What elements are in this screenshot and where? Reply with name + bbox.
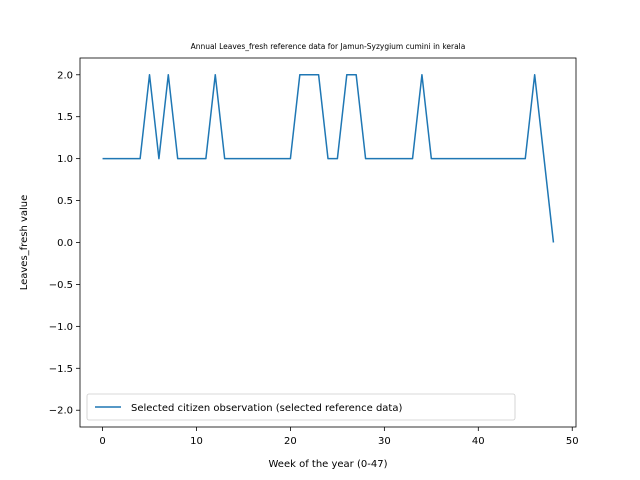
y-axis-ticks: −2.0 −1.5 −1.0 −0.5 0.0 0.5 1.0 1.5 2.0 <box>49 70 80 417</box>
x-axis-label: Week of the year (0-47) <box>269 459 388 470</box>
y-tick-label: −1.0 <box>49 322 73 333</box>
y-tick-label: 1.0 <box>57 154 73 165</box>
y-tick-label: 1.5 <box>57 112 73 123</box>
x-tick-label: 50 <box>566 436 579 447</box>
y-tick-label: 2.0 <box>57 70 73 81</box>
x-tick-label: 30 <box>378 436 391 447</box>
chart-title: Annual Leaves_fresh reference data for J… <box>191 42 466 51</box>
x-tick-label: 20 <box>284 436 297 447</box>
plot-frame <box>79 57 577 428</box>
x-axis-ticks: 0 10 20 30 40 50 <box>99 427 579 447</box>
series-line <box>102 74 555 243</box>
legend-label: Selected citizen observation (selected r… <box>131 403 402 414</box>
legend: Selected citizen observation (selected r… <box>86 393 516 421</box>
x-tick-label: 10 <box>190 436 203 447</box>
y-tick-label: 0.0 <box>57 238 73 249</box>
legend-box <box>86 393 516 421</box>
y-tick-label: −0.5 <box>49 280 73 291</box>
y-tick-label: 0.5 <box>57 196 73 207</box>
x-tick-label: 40 <box>472 436 485 447</box>
y-axis-label: Leaves_fresh value <box>19 195 30 291</box>
y-tick-label: −1.5 <box>49 364 73 375</box>
x-tick-label: 0 <box>99 436 105 447</box>
y-tick-label: −2.0 <box>49 406 73 417</box>
plot-area <box>102 74 555 243</box>
